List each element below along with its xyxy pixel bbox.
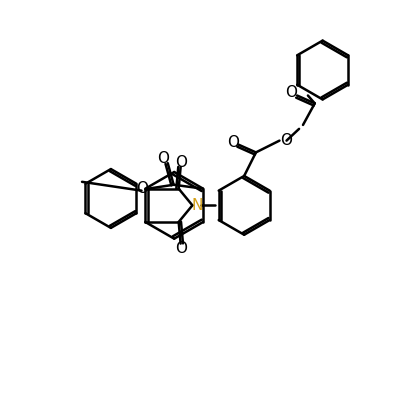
Text: O: O [227, 135, 239, 150]
Text: O: O [175, 155, 186, 170]
Text: O: O [285, 85, 297, 100]
Text: O: O [136, 181, 148, 196]
Text: N: N [191, 198, 203, 213]
Text: O: O [280, 133, 292, 148]
Text: O: O [175, 241, 186, 256]
Text: O: O [157, 151, 169, 166]
